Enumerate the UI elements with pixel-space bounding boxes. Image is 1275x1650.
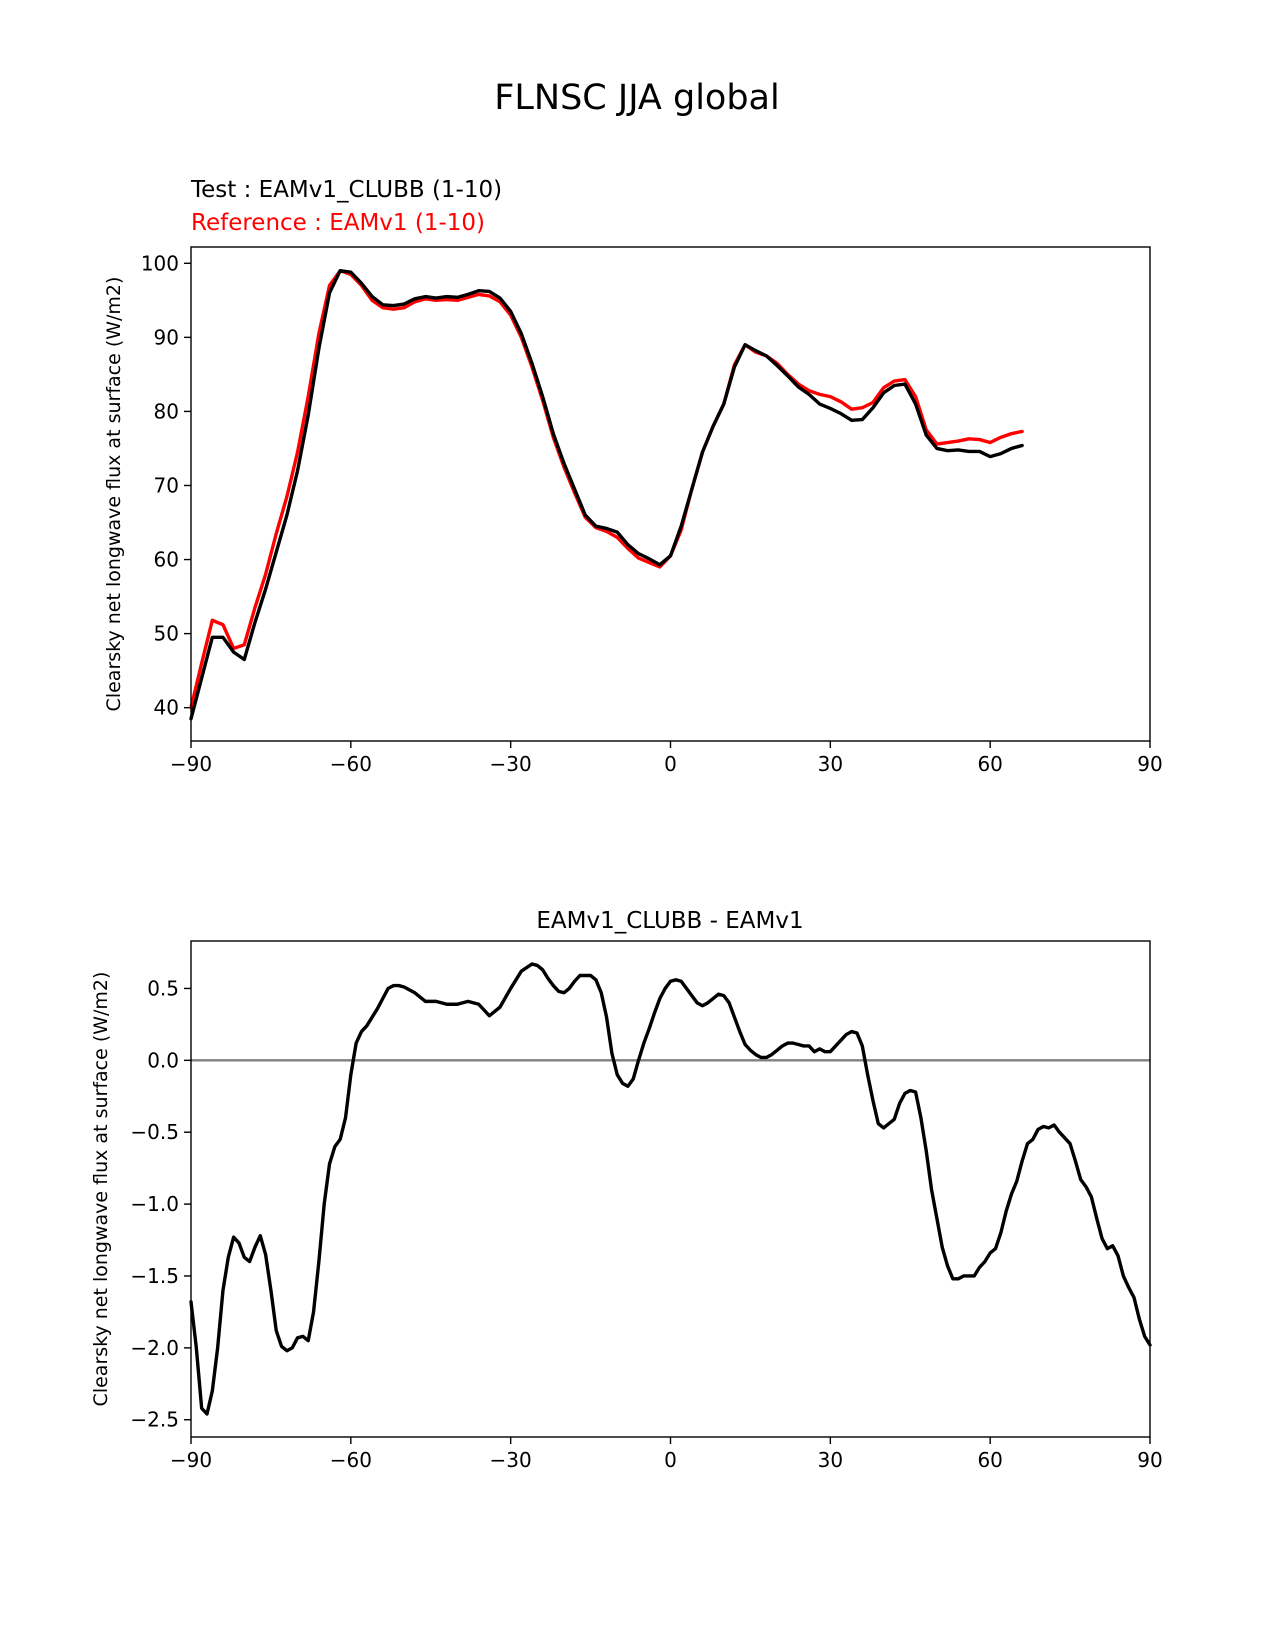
bottom-xtick-label: 90 <box>1137 1448 1162 1472</box>
bottom-ytick-label: −0.5 <box>130 1120 179 1144</box>
top-xtick-labels: −90 −60 −30 0 30 60 90 <box>170 752 1163 776</box>
top-axes-frame <box>190 246 1151 742</box>
bottom-diff-line <box>189 962 1152 1416</box>
top-ticks <box>184 262 1151 748</box>
bottom-ytick-label: −2.5 <box>130 1408 179 1432</box>
bottom-xtick-label: −60 <box>330 1448 372 1472</box>
bottom-ytick-labels: −2.5 −2.0 −1.5 −1.0 −0.5 0.0 0.5 <box>130 976 179 1431</box>
top-plot-area <box>189 269 1024 721</box>
bottom-xtick-label: 0 <box>664 1448 677 1472</box>
bottom-xtick-label: −30 <box>490 1448 532 1472</box>
figure-title: FLNSC JJA global <box>494 78 779 118</box>
top-ytick-label: 70 <box>154 473 179 497</box>
bottom-xtick-label: 30 <box>818 1448 843 1472</box>
top-ytick-label: 60 <box>154 548 179 572</box>
bottom-axes-frame <box>190 940 1151 1438</box>
top-xtick-label: −60 <box>330 752 372 776</box>
bottom-ticks <box>184 987 1151 1444</box>
top-xtick-label: 0 <box>664 752 677 776</box>
bottom-xtick-labels: −90 −60 −30 0 30 60 90 <box>170 1448 1163 1472</box>
test-label: Test : EAMv1_CLUBB (1-10) <box>190 177 502 203</box>
top-test-line <box>189 269 1024 721</box>
top-ytick-label: 40 <box>154 696 179 720</box>
top-panel: Test : EAMv1_CLUBB (1-10) Reference : EA… <box>103 177 1163 776</box>
bottom-plot-area <box>189 962 1152 1416</box>
bottom-title: EAMv1_CLUBB - EAMv1 <box>536 908 803 934</box>
bottom-ylabel: Clearsky net longwave flux at surface (W… <box>90 972 112 1407</box>
bottom-panel: EAMv1_CLUBB - EAMv1 −2.5 −2.0 −1.5 −1.0 −0.5… <box>90 908 1163 1472</box>
top-xtick-label: −30 <box>490 752 532 776</box>
top-xtick-label: 30 <box>818 752 843 776</box>
bottom-ytick-label: 0.5 <box>147 976 179 1000</box>
top-ytick-labels: 40 50 60 70 80 90 100 <box>141 251 179 719</box>
bottom-ytick-label: −2.0 <box>130 1336 179 1360</box>
top-reference-line <box>189 269 1024 710</box>
top-ytick-label: 80 <box>154 399 179 423</box>
top-ytick-label: 100 <box>141 251 179 275</box>
bottom-xtick-label: −90 <box>170 1448 212 1472</box>
top-ylabel: Clearsky net longwave flux at surface (W… <box>103 277 125 712</box>
top-ytick-label: 50 <box>154 622 179 646</box>
top-xtick-label: −90 <box>170 752 212 776</box>
bottom-ytick-label: −1.5 <box>130 1264 179 1288</box>
bottom-ytick-label: −1.0 <box>130 1192 179 1216</box>
top-xtick-label: 60 <box>977 752 1002 776</box>
top-ytick-label: 90 <box>154 325 179 349</box>
bottom-ytick-label: 0.0 <box>147 1048 179 1072</box>
reference-label: Reference : EAMv1 (1-10) <box>191 210 485 236</box>
top-xtick-label: 90 <box>1137 752 1162 776</box>
bottom-xtick-label: 60 <box>977 1448 1002 1472</box>
